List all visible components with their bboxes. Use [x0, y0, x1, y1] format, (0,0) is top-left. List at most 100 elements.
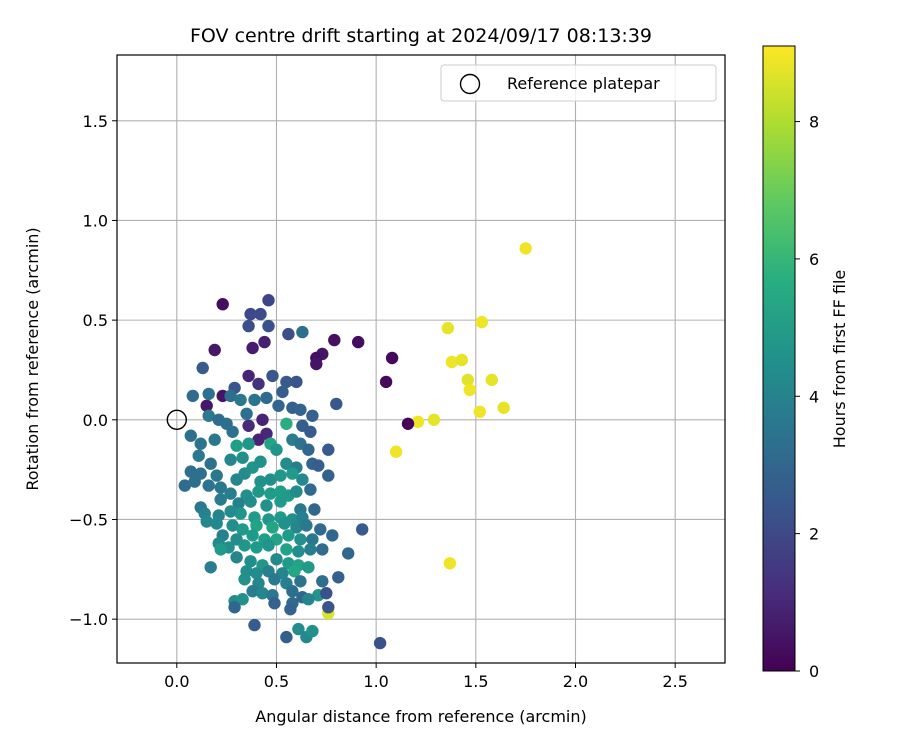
data-point: [210, 517, 223, 530]
data-point: [236, 451, 249, 464]
data-point: [258, 335, 271, 349]
y-tick-label: 0.0: [83, 411, 108, 430]
x-axis-ticks: 0.0 0.5 1.0 1.5 2.0 2.5: [164, 663, 688, 691]
data-point: [290, 521, 303, 534]
data-point: [242, 419, 255, 432]
data-point: [252, 485, 265, 498]
data-point: [242, 369, 255, 383]
data-point: [262, 539, 275, 552]
data-point: [274, 495, 287, 508]
data-point: [379, 375, 393, 389]
data-point: [224, 389, 237, 403]
data-point: [208, 343, 221, 357]
data-point: [248, 393, 261, 407]
data-point: [497, 401, 510, 414]
data-point: [242, 437, 255, 450]
colorbar-label: Hours from first FF file: [830, 270, 849, 449]
colorbar-tick-label: 4: [809, 387, 819, 406]
data-point: [284, 603, 297, 616]
data-point: [244, 307, 257, 321]
data-point: [356, 523, 369, 536]
data-point: [184, 465, 197, 478]
data-point: [310, 357, 323, 371]
legend-label-reference: Reference platepar: [507, 74, 660, 93]
data-point: [250, 541, 263, 554]
data-point: [280, 630, 293, 644]
colorbar-tick-label: 8: [809, 113, 819, 132]
data-point: [330, 397, 343, 411]
colorbar-gradient: [762, 45, 796, 672]
y-tick-label: 1.0: [83, 211, 108, 230]
data-point: [401, 417, 415, 430]
data-point: [441, 321, 455, 335]
data-point: [238, 573, 251, 586]
data-point: [296, 325, 309, 339]
data-point: [411, 415, 425, 428]
data-point: [234, 507, 247, 520]
data-point: [200, 399, 213, 412]
data-point: [250, 567, 263, 580]
data-point: [224, 505, 237, 518]
data-point: [294, 575, 307, 588]
colorbar-tick-label: 0: [809, 662, 819, 681]
data-point: [320, 587, 333, 600]
data-point: [262, 294, 275, 307]
data-point: [280, 375, 293, 389]
scatter-points: [178, 242, 532, 650]
data-point: [252, 433, 265, 446]
data-point: [230, 439, 243, 452]
data-point: [228, 601, 241, 614]
data-point: [312, 459, 325, 472]
data-point: [204, 457, 217, 470]
data-point: [302, 561, 315, 574]
data-point: [240, 407, 253, 420]
data-point: [232, 497, 245, 510]
data-point: [288, 565, 301, 578]
data-point: [322, 601, 335, 614]
data-point: [226, 519, 239, 532]
data-point: [224, 453, 237, 466]
reference-platepar-marker: [166, 409, 188, 430]
data-point: [485, 373, 498, 387]
data-point: [226, 425, 239, 438]
colorbar-ticks: 0 2 4 6 8: [795, 113, 819, 681]
data-point: [214, 493, 227, 506]
data-point: [254, 475, 267, 488]
data-point: [270, 553, 283, 566]
data-point: [192, 449, 205, 462]
data-point: [246, 341, 259, 355]
data-point: [304, 483, 317, 496]
data-point: [264, 473, 277, 486]
data-point: [290, 375, 303, 389]
legend-marker-reference: [459, 73, 481, 95]
data-point: [196, 361, 209, 375]
data-point: [202, 409, 215, 422]
data-point: [282, 529, 295, 542]
y-tick-label: 1.5: [83, 112, 108, 131]
x-tick-label: 1.5: [463, 672, 488, 691]
data-point: [280, 417, 293, 430]
data-point: [200, 515, 213, 528]
data-point: [461, 373, 474, 387]
data-point: [332, 571, 345, 584]
data-point: [246, 585, 259, 598]
data-point: [316, 543, 329, 556]
data-point: [250, 519, 263, 532]
colorbar-tick-label: 6: [809, 250, 819, 269]
data-point: [244, 555, 257, 568]
x-tick-label: 0.5: [264, 672, 289, 691]
data-point: [242, 319, 255, 333]
data-point: [519, 242, 532, 255]
data-point: [306, 533, 319, 546]
data-point: [427, 413, 441, 426]
data-point: [236, 593, 249, 606]
x-tick-label: 1.0: [363, 672, 388, 691]
data-point: [473, 405, 486, 418]
y-tick-label: −1.0: [69, 610, 108, 629]
data-point: [224, 487, 237, 500]
x-tick-label: 2.0: [563, 672, 588, 691]
data-point: [248, 618, 261, 632]
data-point: [296, 473, 309, 486]
